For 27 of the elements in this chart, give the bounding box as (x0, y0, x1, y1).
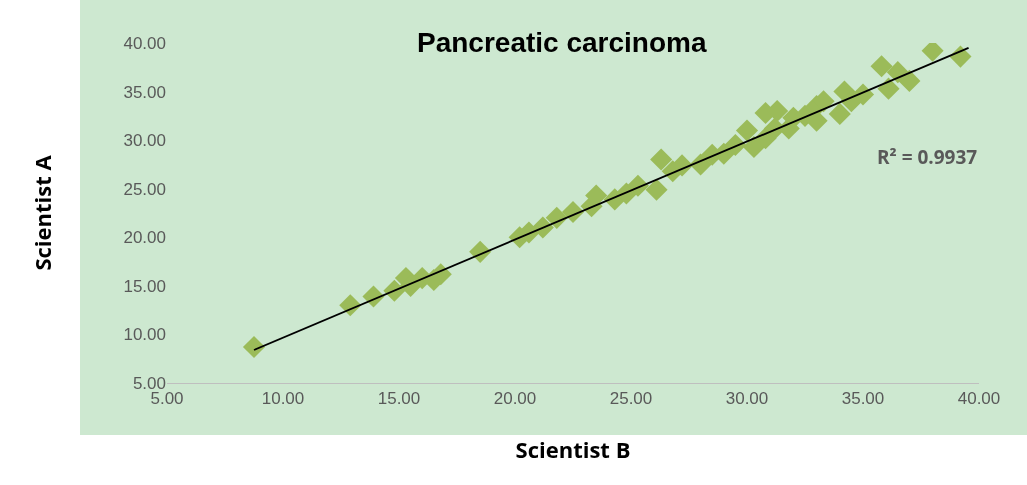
point (650, 148, 673, 171)
x-tick-label: 35.00 (841, 389, 885, 409)
point (242, 336, 266, 359)
x-tick-label: 25.00 (609, 389, 653, 409)
y-tick-label: 10.00 (123, 325, 166, 345)
x-tick-label: 40.00 (957, 389, 1001, 409)
y-axis-title: Scientist A (27, 154, 58, 271)
point (870, 55, 893, 78)
y-tick-label: 30.00 (123, 131, 166, 151)
annotation: R² = 0.9937 (877, 144, 978, 170)
point (735, 119, 759, 142)
y-tick-label: 15.00 (123, 276, 166, 296)
x-tick-label: 15.00 (377, 389, 421, 409)
y-tick-label: 20.00 (123, 228, 166, 248)
point (877, 77, 900, 100)
chart-title: Pancreatic carcinoma (417, 26, 707, 58)
point (898, 69, 921, 92)
y-tick-label: 25.00 (123, 179, 166, 199)
x-tick-label: 30.00 (725, 389, 769, 409)
x-tick-label: 10.00 (261, 389, 305, 409)
y-tick-label: 40.00 (123, 33, 166, 53)
point (828, 102, 851, 125)
x-tick-label: 20.00 (493, 389, 537, 409)
point (645, 178, 668, 201)
x-axis-title: Scientist B (515, 434, 631, 465)
y-tick-label: 35.00 (123, 82, 166, 102)
point (742, 135, 766, 158)
